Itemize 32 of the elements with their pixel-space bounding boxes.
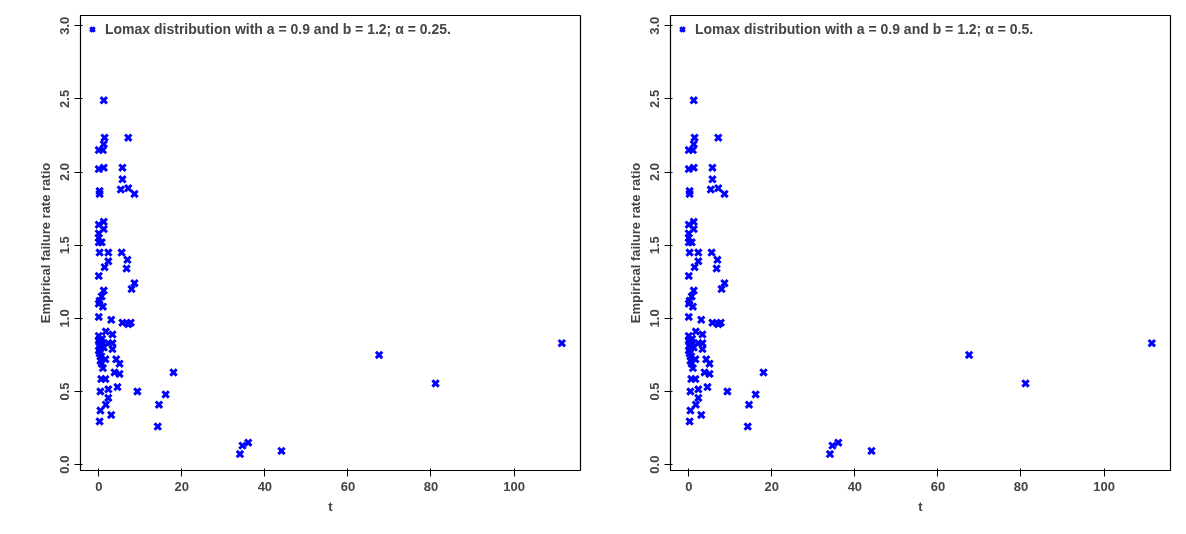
x-tick-label: 80 <box>423 478 439 494</box>
y-tick-label: 3.0 <box>57 16 73 35</box>
y-tick-label: 2.5 <box>647 89 663 108</box>
y-tick-label: 0.5 <box>647 382 663 401</box>
y-axis-title: Empirical failure rate ratio <box>37 162 53 324</box>
y-tick-label: 1.0 <box>57 309 73 328</box>
x-tick-label: 20 <box>174 478 190 494</box>
y-tick-label: 1.0 <box>647 309 663 328</box>
y-tick-label: 2.0 <box>647 163 663 182</box>
x-axis-title: t <box>918 498 924 514</box>
x-tick-label: 100 <box>1093 478 1115 494</box>
y-tick-label: 2.0 <box>57 163 73 182</box>
y-axis-title: Empirical failure rate ratio <box>627 162 643 324</box>
x-tick-label: 40 <box>847 478 863 494</box>
x-tick-label: 0 <box>685 478 693 494</box>
y-tick-label: 1.5 <box>57 236 73 255</box>
y-tick-label: 0.0 <box>647 455 663 474</box>
x-tick-label: 40 <box>257 478 273 494</box>
x-tick-label: 100 <box>503 478 525 494</box>
y-tick-label: 3.0 <box>647 16 663 35</box>
y-tick-label: 0.5 <box>57 382 73 401</box>
y-tick-label: 2.5 <box>57 89 73 108</box>
x-tick-label: 0 <box>95 478 103 494</box>
legend-label: Lomax distribution with a = 0.9 and b = 1.2; α = 0.25. <box>105 21 451 37</box>
x-tick-label: 60 <box>340 478 356 494</box>
x-tick-label: 20 <box>764 478 780 494</box>
y-tick-label: 1.5 <box>647 236 663 255</box>
x-tick-label: 60 <box>930 478 946 494</box>
x-axis-title: t <box>328 498 334 514</box>
x-tick-label: 80 <box>1013 478 1029 494</box>
y-tick-label: 0.0 <box>57 455 73 474</box>
legend-label: Lomax distribution with a = 0.9 and b = 1.2; α = 0.5. <box>695 21 1034 37</box>
